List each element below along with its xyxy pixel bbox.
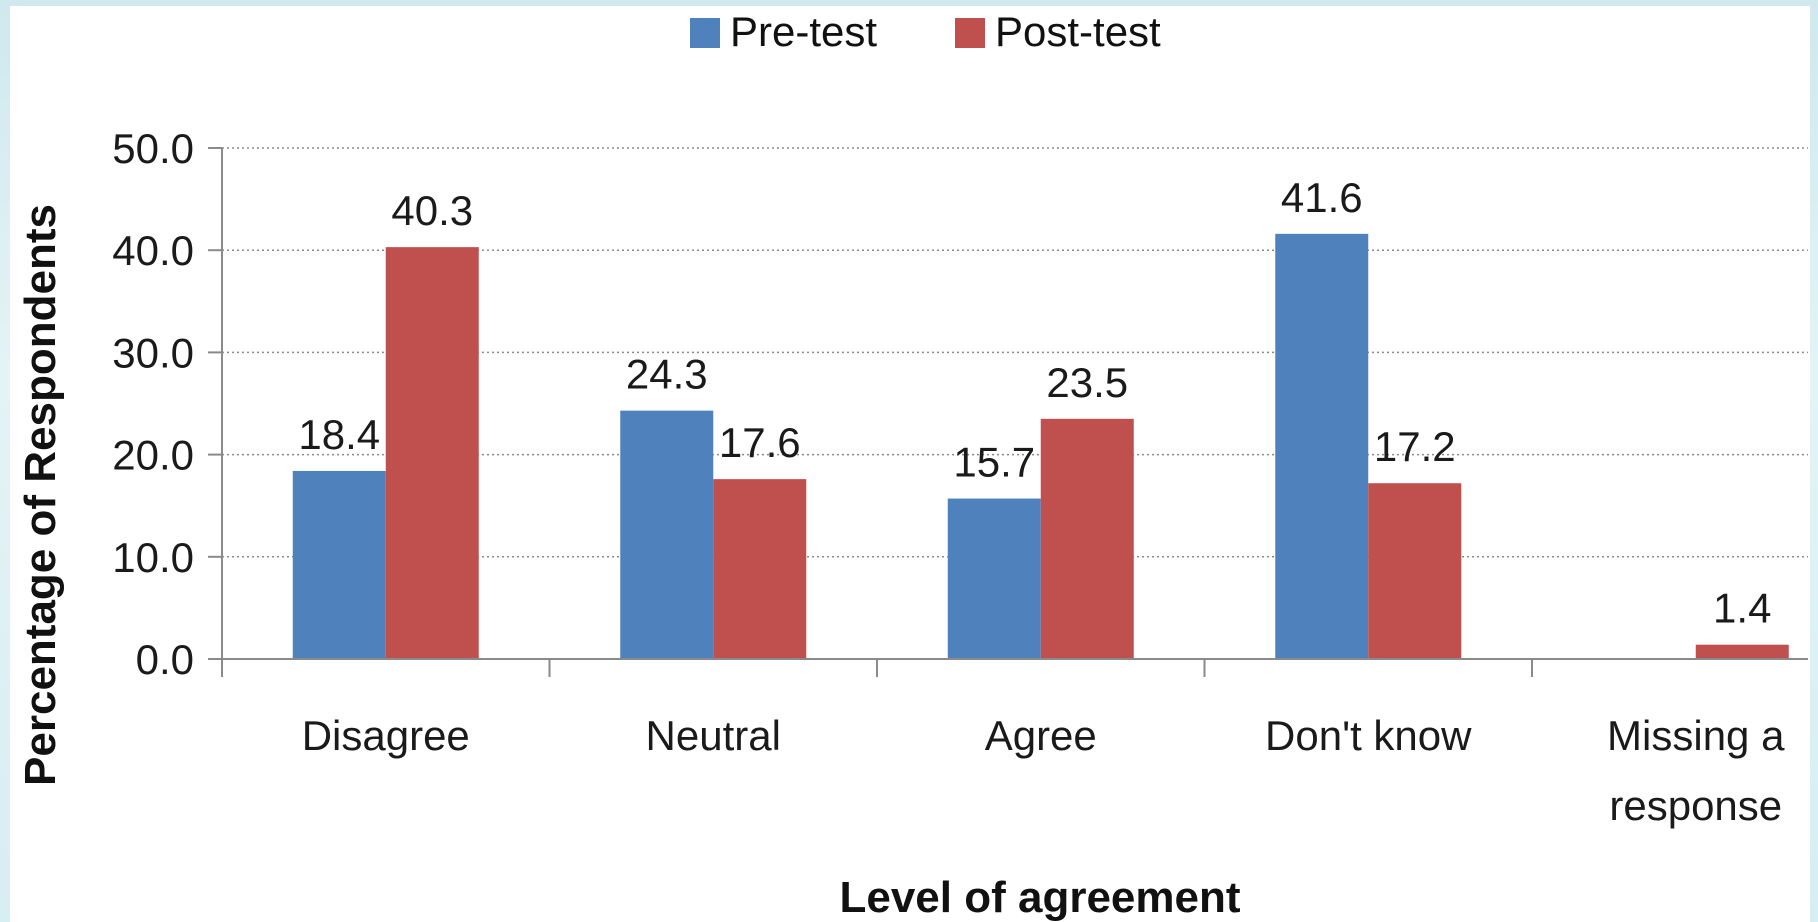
data-label: 18.4 (298, 411, 380, 458)
data-label: 1.4 (1713, 585, 1771, 632)
legend-label: Pre-test (730, 8, 877, 55)
x-category-label: Agree (985, 712, 1097, 759)
bar-pre-test-1 (620, 411, 713, 659)
data-label: 41.6 (1281, 174, 1363, 221)
data-label: 24.3 (626, 351, 708, 398)
bar-pre-test-2 (948, 499, 1041, 659)
legend-label: Post-test (995, 8, 1161, 55)
data-label: 17.2 (1374, 423, 1456, 470)
legend-swatch (955, 18, 985, 48)
data-label: 17.6 (719, 419, 801, 466)
y-tick-label: 0.0 (136, 636, 194, 683)
y-axis-title: Percentage of Respondents (16, 204, 65, 786)
x-category-label: Don't know (1265, 712, 1472, 759)
data-label: 15.7 (953, 439, 1035, 486)
x-category-label: Neutral (646, 712, 781, 759)
y-tick-label: 50.0 (112, 125, 194, 172)
bar-pre-test-3 (1275, 234, 1368, 659)
y-tick-label: 20.0 (112, 432, 194, 479)
bar-post-test-4 (1696, 645, 1789, 659)
x-category-label: Missing a response (1607, 712, 1785, 829)
bar-post-test-0 (386, 247, 479, 659)
data-label: 23.5 (1046, 359, 1128, 406)
x-category-label: Disagree (302, 712, 470, 759)
y-tick-label: 10.0 (112, 534, 194, 581)
y-tick-label: 30.0 (112, 329, 194, 376)
bars (293, 234, 1789, 659)
data-label: 40.3 (391, 187, 473, 234)
bar-post-test-2 (1041, 419, 1134, 659)
legend: Pre-test Post-test (690, 8, 1161, 55)
bar-post-test-3 (1368, 483, 1461, 659)
legend-swatch (690, 18, 720, 48)
bar-pre-test-0 (293, 471, 386, 659)
x-axis-title: Level of agreement (839, 873, 1240, 922)
bar-post-test-1 (713, 479, 806, 659)
y-tick-label: 40.0 (112, 227, 194, 274)
